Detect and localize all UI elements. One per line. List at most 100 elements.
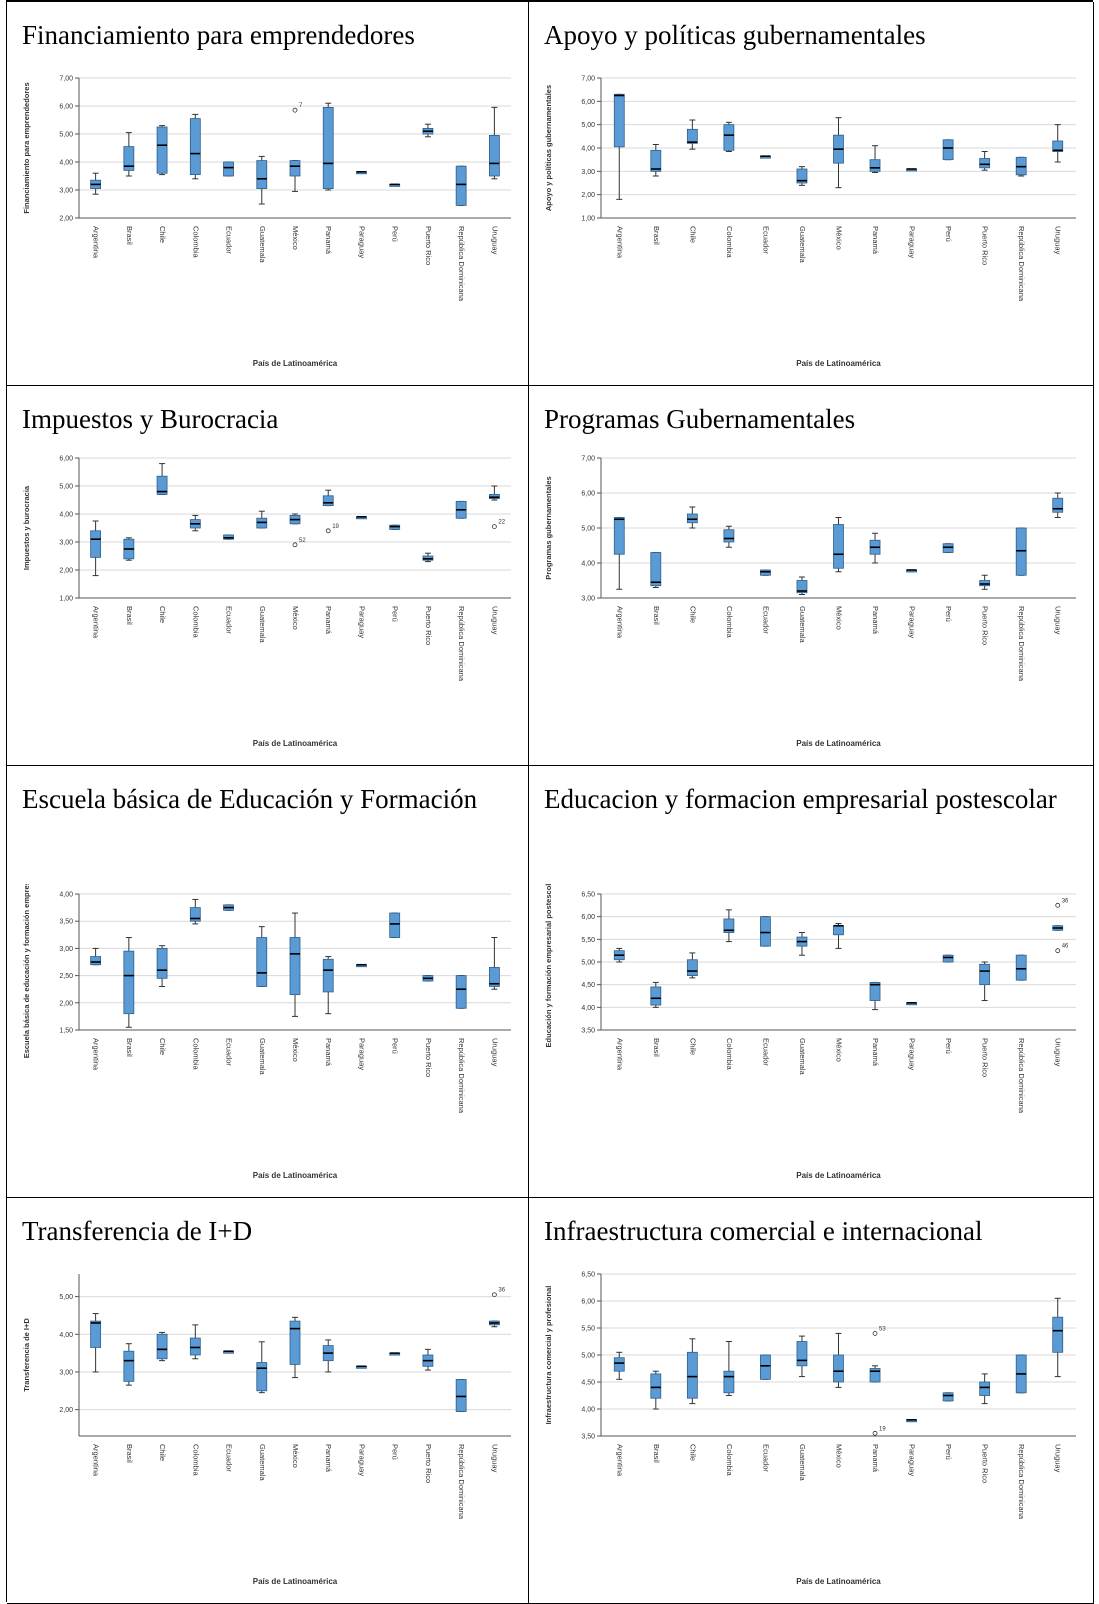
box-iqr	[156, 948, 168, 979]
box-panamá	[869, 981, 881, 1011]
x-tick-label: Panamá	[871, 606, 880, 635]
box-panamá	[869, 532, 881, 564]
x-tick-label: Argentina	[615, 1444, 624, 1477]
box-iqr	[189, 907, 201, 922]
box-brasil	[650, 552, 662, 588]
box-iqr	[156, 1333, 168, 1360]
box-panamá	[322, 102, 334, 191]
chart-cell: Educacion y formacion empresarial postes…	[529, 766, 1094, 1198]
boxplot-chart: 1,00 2,00 3,00 4,00 5,00 6,00 Argentina Brasil C…	[22, 456, 511, 748]
x-tick-label: Panamá	[324, 1038, 333, 1067]
box-chile	[156, 1331, 168, 1362]
y-tick-label: 5,00	[59, 1294, 73, 1301]
y-tick-label: 6,00	[59, 456, 73, 463]
box-paraguay	[906, 569, 917, 573]
x-tick-label: Brasil	[652, 226, 661, 245]
box-chile	[686, 119, 698, 150]
chart-title: Educacion y formacion empresarial postes…	[544, 784, 1057, 814]
y-tick-label: 3,00	[581, 596, 595, 603]
box-iqr	[123, 950, 135, 1015]
box-chile	[686, 952, 698, 979]
y-tick-label: 7,00	[581, 456, 595, 463]
y-tick-label: 4,50	[581, 982, 595, 989]
box-guatemala	[796, 166, 808, 186]
box-colombia	[723, 1341, 735, 1396]
box-iqr	[979, 158, 991, 169]
box-república-dominicana	[1015, 527, 1027, 576]
box-iqr	[650, 986, 662, 1006]
x-tick-label: Panamá	[871, 226, 880, 255]
box-iqr	[123, 146, 135, 171]
box-república-dominicana	[455, 975, 467, 1009]
x-tick-label: Brasil	[125, 226, 134, 245]
box-puerto-rico	[422, 552, 434, 563]
y-tick-label: 5,00	[581, 526, 595, 533]
outlier-label: 36	[498, 1288, 505, 1294]
y-tick-label: 4,00	[581, 561, 595, 568]
x-tick-label: Guatemala	[258, 1038, 267, 1076]
box-argentina	[613, 947, 625, 963]
x-tick-label: México	[835, 1038, 844, 1062]
box-panamá	[322, 1339, 334, 1373]
y-tick-label: 4,00	[59, 160, 73, 167]
y-tick-label: 2,50	[59, 973, 73, 980]
box-guatemala	[256, 155, 268, 205]
x-tick-label: Paraguay	[357, 1038, 366, 1070]
x-tick-label: Argentina	[92, 606, 101, 639]
outlier-label: 53	[879, 1326, 886, 1332]
x-tick-label: Paraguay	[357, 1444, 366, 1476]
y-tick-label: 7,00	[59, 76, 73, 83]
box-iqr	[289, 937, 301, 996]
box-iqr	[942, 1392, 954, 1402]
x-tick-label: México	[291, 226, 300, 250]
y-axis-label: Financiamiento para emprendedores	[22, 82, 31, 213]
box-uruguay	[1052, 925, 1064, 931]
chart-title: Impuestos y Burocracia	[22, 404, 279, 434]
box-iqr	[979, 963, 991, 986]
box-perú	[389, 183, 401, 187]
x-tick-label: Chile	[688, 1444, 697, 1461]
box-chile	[686, 1338, 698, 1405]
box-iqr	[322, 958, 334, 993]
outlier-point	[491, 1292, 497, 1298]
box-iqr	[686, 513, 698, 524]
x-tick-label: Chile	[688, 1038, 697, 1055]
x-tick-label: República Dominicana	[457, 606, 466, 682]
chart-cell: Programas Gubernamentales 3,00 4,00 5,00 6,…	[529, 386, 1094, 766]
outlier-point	[872, 1331, 878, 1336]
x-tick-label: Paraguay	[357, 226, 366, 258]
box-paraguay	[906, 1419, 917, 1423]
chart-title: Financiamiento para emprendedores	[22, 20, 415, 50]
box-perú	[942, 1392, 954, 1402]
box-panamá	[322, 489, 334, 507]
x-tick-label: Puerto Rico	[424, 226, 433, 265]
x-tick-label: Colombia	[725, 226, 734, 259]
box-iqr	[833, 1354, 844, 1383]
box-iqr	[488, 135, 500, 177]
x-tick-label: Puerto Rico	[981, 606, 990, 645]
x-tick-label: Paraguay	[357, 606, 366, 638]
box-panamá	[869, 145, 881, 173]
box-paraguay	[356, 963, 367, 968]
x-tick-label: Argentina	[92, 1444, 101, 1477]
x-tick-label: República Dominicana	[1017, 606, 1026, 682]
box-colombia	[723, 525, 735, 548]
box-chile	[156, 125, 168, 176]
box-iqr	[256, 1362, 268, 1392]
y-axis-label: Impuestos y burocracia	[22, 485, 31, 570]
box-guatemala	[796, 1335, 808, 1378]
x-tick-label: República Dominicana	[457, 226, 466, 302]
x-tick-label: México	[291, 1444, 300, 1468]
x-tick-label: Panamá	[324, 226, 333, 255]
box-ecuador	[223, 161, 234, 177]
box-chile	[156, 463, 168, 495]
box-iqr	[256, 937, 268, 987]
x-tick-label: Uruguay	[490, 226, 499, 255]
x-tick-label: Brasil	[652, 1444, 661, 1463]
y-tick-label: 5,50	[581, 937, 595, 944]
box-colombia	[189, 113, 201, 180]
x-tick-label: Argentina	[615, 1038, 624, 1071]
x-tick-label: Guatemala	[258, 1444, 267, 1482]
box-uruguay	[488, 937, 500, 990]
chart-cell: Impuestos y Burocracia 1,00 2,00 3,00 4,00 5…	[7, 386, 529, 766]
